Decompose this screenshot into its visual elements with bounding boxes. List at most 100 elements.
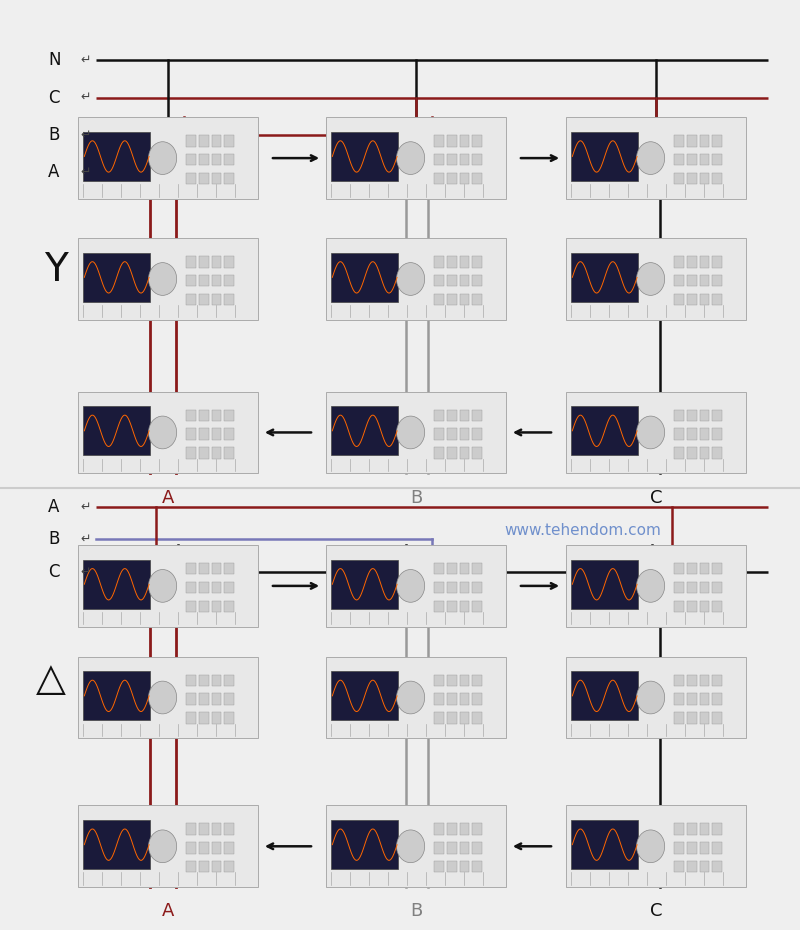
Bar	[331, 820, 398, 870]
Text: ↵: ↵	[80, 533, 90, 546]
Bar	[472, 694, 482, 705]
Text: B: B	[48, 126, 59, 144]
Bar	[459, 582, 470, 593]
Bar	[674, 563, 684, 575]
Bar	[699, 823, 710, 835]
Bar	[331, 253, 398, 302]
Bar	[224, 674, 234, 686]
Bar	[686, 674, 697, 686]
Bar	[186, 823, 196, 835]
Bar	[686, 275, 697, 286]
Bar	[472, 861, 482, 872]
Bar	[211, 843, 222, 854]
Bar	[434, 173, 444, 184]
Bar	[674, 601, 684, 612]
Bar	[434, 275, 444, 286]
Bar	[434, 135, 444, 147]
Bar	[686, 409, 697, 421]
Bar	[472, 429, 482, 440]
Bar	[326, 238, 506, 320]
Bar	[446, 173, 457, 184]
Bar	[186, 154, 196, 166]
Bar	[434, 294, 444, 305]
Bar	[434, 447, 444, 458]
Bar	[459, 429, 470, 440]
Bar	[686, 601, 697, 612]
Bar	[224, 294, 234, 305]
Bar	[224, 694, 234, 705]
Bar	[674, 429, 684, 440]
Bar	[686, 173, 697, 184]
Bar	[686, 429, 697, 440]
Bar	[211, 294, 222, 305]
Bar	[211, 275, 222, 286]
Bar	[78, 117, 258, 199]
Bar	[186, 694, 196, 705]
Bar	[712, 674, 722, 686]
Bar	[83, 132, 150, 181]
Bar	[459, 694, 470, 705]
Bar	[224, 861, 234, 872]
Bar	[472, 256, 482, 268]
Bar	[712, 409, 722, 421]
Bar	[446, 447, 457, 458]
Bar	[224, 275, 234, 286]
Bar	[186, 409, 196, 421]
Bar	[331, 560, 398, 609]
Text: ↵: ↵	[80, 54, 90, 67]
Bar	[571, 132, 638, 181]
Bar	[446, 582, 457, 593]
Text: ↵: ↵	[80, 565, 90, 578]
Circle shape	[149, 681, 177, 714]
Circle shape	[397, 416, 425, 449]
Bar	[459, 601, 470, 612]
Bar	[712, 712, 722, 724]
Bar	[186, 294, 196, 305]
Bar	[459, 409, 470, 421]
Bar	[83, 671, 150, 721]
Bar	[326, 657, 506, 738]
Bar	[712, 447, 722, 458]
Bar	[198, 694, 209, 705]
Bar	[459, 135, 470, 147]
Bar	[331, 671, 398, 721]
Bar	[186, 275, 196, 286]
Bar	[198, 154, 209, 166]
Bar	[198, 294, 209, 305]
Bar	[186, 173, 196, 184]
Text: ↵: ↵	[80, 128, 90, 141]
Text: N: N	[48, 51, 61, 70]
Bar	[472, 294, 482, 305]
Bar	[78, 392, 258, 473]
Text: www.tehendom.com: www.tehendom.com	[504, 523, 661, 538]
Bar	[674, 135, 684, 147]
Bar	[434, 409, 444, 421]
Bar	[198, 275, 209, 286]
Bar	[566, 805, 746, 887]
Circle shape	[637, 416, 665, 449]
Bar	[472, 154, 482, 166]
Bar	[186, 256, 196, 268]
Bar	[211, 409, 222, 421]
Bar	[434, 429, 444, 440]
Bar	[472, 135, 482, 147]
Bar	[83, 560, 150, 609]
Bar	[712, 154, 722, 166]
Bar	[434, 563, 444, 575]
Bar	[434, 601, 444, 612]
Bar	[699, 154, 710, 166]
Bar	[211, 601, 222, 612]
Bar	[198, 843, 209, 854]
Bar	[686, 582, 697, 593]
Bar	[211, 861, 222, 872]
Bar	[224, 823, 234, 835]
Bar	[224, 135, 234, 147]
Bar	[446, 409, 457, 421]
Bar	[699, 275, 710, 286]
Bar	[186, 712, 196, 724]
Bar	[472, 173, 482, 184]
Bar	[686, 563, 697, 575]
Bar	[712, 694, 722, 705]
Circle shape	[149, 569, 177, 603]
Bar	[224, 447, 234, 458]
